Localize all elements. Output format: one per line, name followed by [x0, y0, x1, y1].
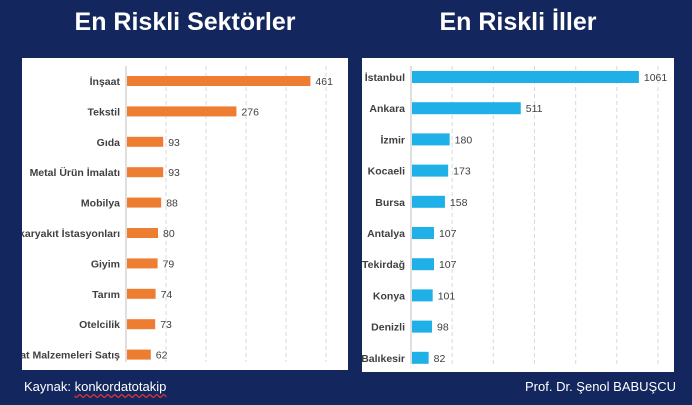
chart-title-sectors: En Riskli Sektörler	[74, 8, 296, 36]
category-label: Giyim	[91, 258, 120, 270]
category-label: Tekstil	[88, 106, 121, 118]
chart-title-provinces: En Riskli İller	[439, 8, 597, 36]
value-label: 461	[315, 76, 333, 88]
value-label: 1061	[644, 72, 668, 84]
value-label: 74	[161, 289, 173, 301]
category-label: İnşaat	[90, 75, 121, 88]
category-label: Otelcilik	[79, 319, 120, 331]
bar	[412, 133, 450, 146]
category-label: Konya	[373, 290, 405, 302]
category-label: Tekirdağ	[362, 259, 405, 271]
bar	[127, 288, 156, 299]
bar	[127, 319, 156, 330]
author-credit: Prof. Dr. Şenol BABUŞCU	[525, 379, 676, 394]
bar	[412, 195, 445, 208]
category-label: Metal Ürün İmalatı	[30, 166, 121, 179]
value-label: 98	[437, 322, 449, 334]
sectors-chart-panel: İnşaat 461 Tekstil 276 Gıda 93 Metal Ürün İmal…	[22, 58, 348, 370]
category-label: İnşaat Malzemeleri Satış	[22, 349, 120, 362]
category-label: Ankara	[369, 103, 405, 115]
category-label: Gıda	[97, 137, 120, 149]
bar	[127, 167, 164, 178]
bar	[412, 320, 433, 333]
value-label: 79	[163, 258, 175, 270]
value-label: 93	[168, 167, 180, 179]
value-label: 107	[439, 259, 457, 271]
bar	[412, 164, 449, 177]
value-label: 511	[526, 103, 543, 115]
value-label: 62	[156, 350, 168, 362]
bar	[412, 258, 434, 271]
category-label: Akaryakıt İstasyonları	[22, 227, 120, 240]
bar	[127, 136, 164, 147]
category-label: Antalya	[367, 228, 405, 240]
bar	[412, 351, 429, 364]
value-label: 101	[438, 290, 456, 302]
category-label: Denizli	[371, 322, 405, 334]
bar	[412, 71, 639, 83]
value-label: 173	[453, 166, 471, 178]
value-label: 276	[241, 106, 259, 118]
sectors-bar-chart: İnşaat 461 Tekstil 276 Gıda 93 Metal Ürün İmal…	[22, 66, 333, 362]
value-label: 93	[168, 137, 180, 149]
bar	[412, 102, 521, 115]
value-label: 158	[450, 197, 468, 209]
provinces-chart-panel: İstanbul 1061 Ankara 511 İzmir 180 Kocaeli 173 B…	[362, 58, 674, 372]
bar	[127, 349, 151, 360]
category-label: İzmir	[380, 133, 405, 146]
category-label: Balıkesir	[362, 353, 405, 365]
bar	[127, 258, 158, 269]
bar	[127, 106, 237, 117]
value-label: 107	[439, 228, 457, 240]
bar	[127, 76, 311, 86]
bar	[412, 227, 434, 239]
value-label: 88	[166, 198, 178, 210]
source-label: Kaynak:	[24, 379, 75, 394]
source-note: Kaynak: konkordatotakip	[24, 379, 166, 394]
category-label: Mobilya	[81, 198, 120, 210]
category-label: İstanbul	[365, 71, 405, 84]
value-label: 80	[163, 228, 175, 240]
category-label: Bursa	[375, 197, 405, 209]
category-label: Kocaeli	[368, 166, 405, 178]
bar	[127, 228, 158, 238]
bar	[412, 289, 433, 302]
value-label: 180	[455, 134, 473, 146]
value-label: 82	[434, 353, 446, 365]
source-value: konkordatotakip	[74, 379, 167, 394]
value-label: 73	[160, 319, 172, 331]
category-label: Tarım	[92, 289, 120, 301]
provinces-bar-chart: İstanbul 1061 Ankara 511 İzmir 180 Kocaeli 173 B…	[362, 66, 668, 365]
bar	[127, 197, 162, 208]
